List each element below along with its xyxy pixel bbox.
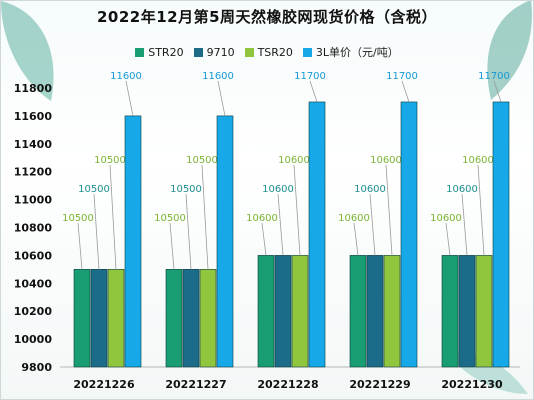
y-tick-label: 10200 [14, 305, 53, 318]
y-tick-label: 10400 [14, 277, 53, 290]
legend-item-str20: STR20 [135, 44, 184, 60]
leaf-decoration-right [487, 1, 532, 100]
data-label-leader [293, 164, 301, 256]
data-label: 10600 [354, 184, 386, 195]
bar-9710 [274, 255, 292, 368]
legend-swatch-tsr20 [244, 47, 254, 57]
data-label-leader [261, 222, 267, 256]
y-tick-label: 10000 [14, 333, 53, 346]
x-tick-label: 20221229 [349, 378, 410, 391]
bar-tsr20 [199, 269, 217, 368]
bar-3l [124, 115, 142, 368]
data-label-leader [93, 193, 100, 270]
legend-label-3l: 3L单价（元/吨） [315, 46, 399, 59]
y-tick-label: 11400 [14, 138, 53, 151]
chart-title: 2022年12月第5周天然橡胶网现货价格（含税） [96, 8, 438, 26]
data-label-leader [109, 164, 117, 270]
bar-9710 [182, 269, 200, 368]
bar-3l [492, 101, 510, 368]
bar-str20 [441, 255, 459, 368]
legend-label-str20: STR20 [148, 45, 184, 59]
data-label: 11700 [478, 71, 510, 82]
bar-3l [400, 101, 418, 368]
bar-tsr20 [383, 255, 401, 368]
data-label: 11600 [110, 71, 142, 82]
data-label: 10500 [170, 184, 202, 195]
y-tick-label: 11000 [14, 194, 53, 207]
y-tick-label: 10800 [14, 222, 53, 235]
bar-9710 [458, 255, 476, 368]
data-label: 10600 [278, 155, 310, 166]
data-label-leader [353, 222, 359, 256]
legend-label-tsr20: TSR20 [257, 45, 293, 59]
data-label: 10500 [94, 155, 126, 166]
x-tick-label: 20221227 [165, 378, 226, 391]
bar-str20 [257, 255, 275, 368]
x-tick-label: 20221230 [441, 378, 503, 391]
bar-3l [216, 115, 234, 368]
y-tick-label: 11600 [14, 110, 53, 123]
data-label: 11700 [386, 71, 418, 82]
data-label: 10600 [370, 155, 402, 166]
bar-3l [308, 101, 326, 368]
bar-9710 [366, 255, 384, 368]
legend-item-9710: 9710 [193, 44, 235, 60]
data-label-leader [277, 193, 284, 256]
bar-str20 [73, 269, 91, 368]
data-label-leader [477, 164, 485, 256]
data-label-leader [309, 80, 318, 103]
data-label: 10600 [430, 213, 462, 224]
legend-label-9710: 9710 [206, 45, 235, 59]
data-label-leader [445, 222, 451, 256]
bar-tsr20 [475, 255, 493, 368]
data-label-leader [385, 164, 393, 256]
chart-legend: STR20 9710 TSR20 3L单价（元/吨） [0, 44, 534, 60]
data-label-leader [461, 193, 468, 256]
data-label-leader [493, 80, 502, 103]
y-tick-label: 11800 [14, 82, 53, 95]
y-tick-label: 9800 [21, 361, 52, 374]
data-label-leader [369, 193, 376, 256]
data-label-leader [125, 80, 134, 116]
data-label: 11700 [294, 71, 326, 82]
bar-str20 [349, 255, 367, 368]
x-tick-label: 20221228 [257, 378, 318, 391]
data-label-leader [169, 222, 175, 270]
data-label-leader [401, 80, 410, 103]
leaf-decoration-left [1, 1, 54, 101]
data-label-leader [185, 193, 192, 270]
bar-tsr20 [107, 269, 125, 368]
bar-tsr20 [291, 255, 309, 368]
bar-str20 [165, 269, 183, 368]
bar-9710 [90, 269, 108, 368]
data-label-leader [217, 80, 226, 116]
x-tick-label: 20221226 [73, 378, 135, 391]
legend-item-tsr20: TSR20 [244, 44, 293, 60]
legend-item-3l: 3L单价（元/吨） [302, 44, 399, 60]
y-tick-label: 10600 [14, 249, 53, 262]
data-label: 10600 [246, 213, 278, 224]
legend-swatch-str20 [135, 47, 145, 57]
y-tick-label: 11200 [14, 166, 53, 179]
data-label: 10600 [446, 184, 478, 195]
data-label-leader [201, 164, 209, 270]
data-label-leader [77, 222, 83, 270]
data-label: 11600 [202, 71, 234, 82]
data-label: 10500 [154, 213, 186, 224]
data-label: 10600 [462, 155, 494, 166]
data-label: 10600 [262, 184, 294, 195]
legend-swatch-3l [302, 47, 312, 57]
data-label: 10500 [62, 213, 94, 224]
data-label: 10500 [186, 155, 218, 166]
legend-swatch-9710 [193, 47, 203, 57]
data-label: 10600 [338, 213, 370, 224]
data-label: 10500 [78, 184, 110, 195]
